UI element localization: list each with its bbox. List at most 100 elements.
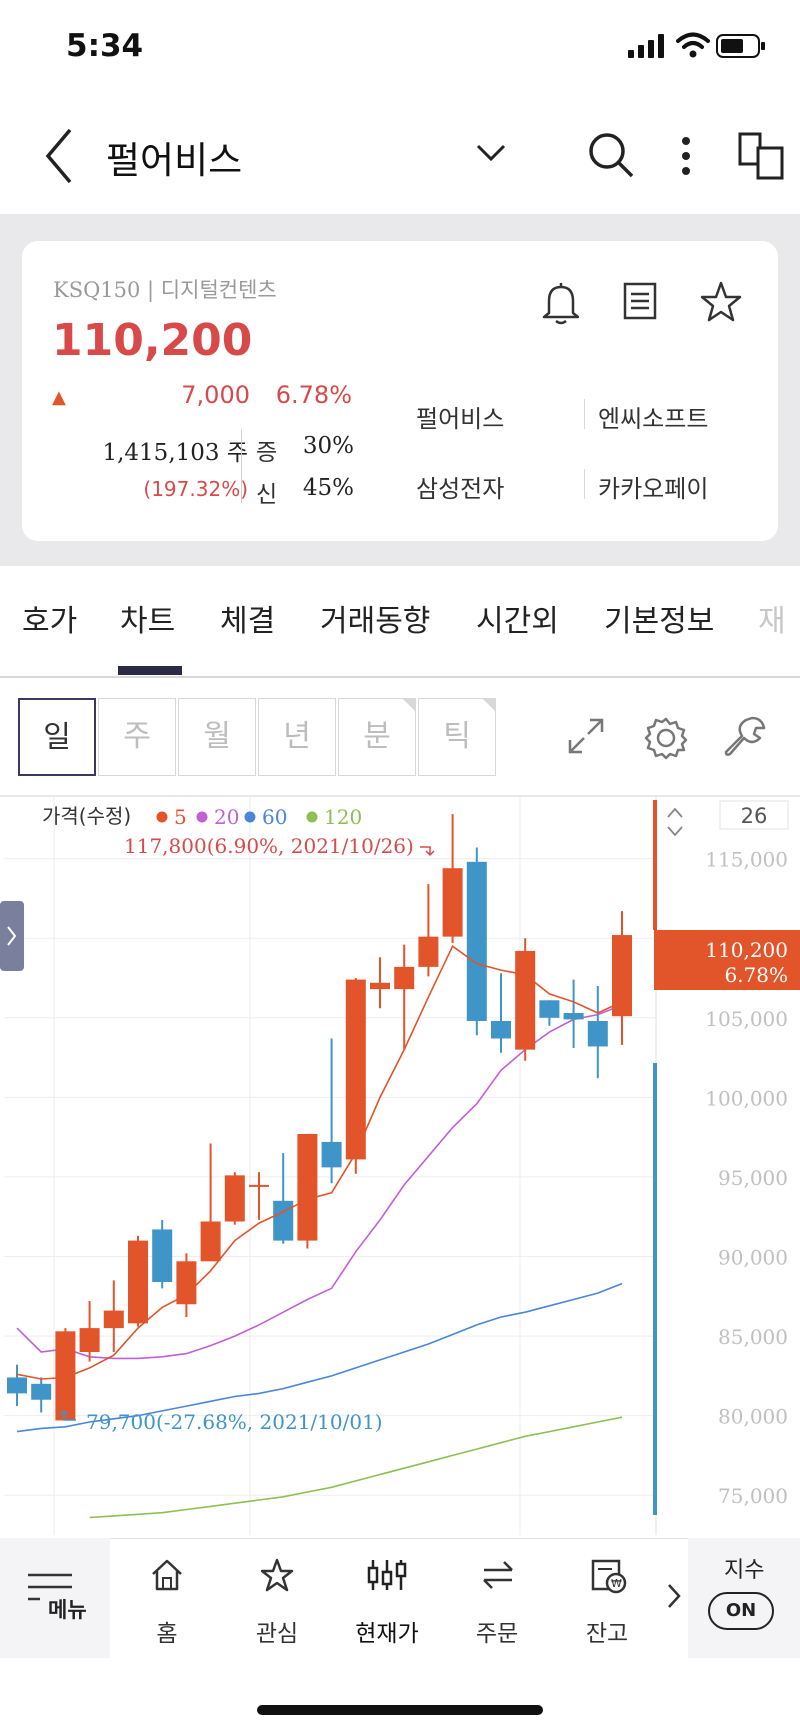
nav-order[interactable]: 주문 — [442, 1538, 552, 1658]
legend-ma-60: 60 — [262, 805, 287, 829]
candle-body — [491, 1020, 511, 1039]
legend-label: 가격(수정) — [42, 804, 131, 828]
current-price-label: 110,200 — [705, 938, 788, 962]
wifi-icon — [676, 32, 710, 58]
tab-basic-info[interactable]: 기본정보 — [604, 604, 715, 639]
divider — [241, 429, 242, 503]
home-icon — [152, 1559, 182, 1591]
candlestick-chart[interactable]: 115,000110,000105,000100,00095,00090,000… — [0, 795, 800, 1535]
bottom-navigation — [0, 1538, 800, 1659]
y-tick-label: 80,000 — [718, 1405, 788, 1429]
market-sector: KSQ150 | 디지털컨텐츠 — [53, 278, 277, 302]
candle-body — [612, 935, 632, 1017]
period-minute[interactable]: 분 — [338, 698, 416, 776]
nav-home-label: 홈 — [156, 1621, 178, 1647]
index-toggle[interactable]: ON — [708, 1592, 774, 1630]
star-icon — [260, 1558, 294, 1592]
chevron-down-icon[interactable] — [476, 144, 506, 162]
alarm-bell-icon[interactable] — [540, 281, 582, 325]
candle-body — [345, 979, 366, 1160]
candle-body — [103, 1310, 124, 1329]
tab-trading-trend[interactable]: 거래동향 — [320, 604, 431, 639]
tab-orderbook[interactable]: 호가 — [22, 604, 78, 639]
swap-arrows-icon — [483, 1561, 513, 1589]
back-icon[interactable] — [44, 128, 74, 184]
candle-body — [128, 1240, 148, 1324]
ma60-line — [16, 1282, 623, 1433]
nav-current-price[interactable]: 현재가 — [332, 1538, 442, 1658]
tab-executions[interactable]: 체결 — [220, 604, 276, 639]
chevron-right-icon[interactable] — [666, 1582, 682, 1610]
related-stock-2[interactable]: 엔씨소프트 — [598, 405, 709, 433]
period-tick[interactable]: 틱 — [418, 698, 496, 776]
related-stock-4[interactable]: 카카오페이 — [598, 475, 709, 503]
multi-window-icon[interactable] — [738, 132, 786, 180]
period-year[interactable]: 년 — [258, 698, 336, 776]
change-arrow-icon: ▲ — [52, 387, 66, 408]
more-icon[interactable] — [680, 136, 692, 176]
legend-dot — [156, 811, 168, 823]
tab-after-hours[interactable]: 시간외 — [476, 604, 559, 639]
candle-body — [55, 1331, 76, 1421]
divider — [584, 469, 585, 499]
divider — [584, 399, 585, 429]
y-tick-label: 90,000 — [718, 1246, 788, 1270]
margin-value: 30% — [302, 433, 354, 459]
candle-body — [249, 1184, 269, 1187]
tab-more[interactable]: 재 — [758, 604, 786, 639]
tab-chart[interactable]: 차트 — [120, 604, 176, 639]
chevron-right-icon — [7, 926, 17, 946]
nav-current-price-label: 현재가 — [355, 1621, 419, 1647]
visible-count-box — [719, 800, 789, 830]
settings-gear-icon[interactable] — [644, 716, 688, 760]
candle-body — [418, 936, 439, 967]
y-tick-label: 115,000 — [705, 848, 788, 872]
nav-balance[interactable]: ₩ 잔고 — [552, 1538, 662, 1658]
wrench-icon[interactable] — [722, 714, 768, 760]
side-panel-handle — [0, 901, 24, 971]
menu-label: 메뉴 — [48, 1598, 87, 1622]
current-percent-label: 6.78% — [724, 963, 788, 987]
high-annotation: 117,800(6.90%, 2021/10/26) — [124, 834, 414, 858]
expand-icon[interactable] — [566, 716, 606, 756]
battery-icon — [716, 34, 765, 58]
related-stock-3[interactable]: 삼성전자 — [416, 475, 505, 503]
balance-icon: ₩ — [591, 1559, 627, 1594]
index-label: 지수 — [724, 1558, 765, 1583]
page-title[interactable]: 펄어비스 — [106, 139, 243, 182]
favorite-star-icon[interactable] — [700, 281, 742, 323]
candle-body — [79, 1328, 100, 1352]
y-tick-label: 85,000 — [718, 1325, 788, 1349]
svg-text:₩: ₩ — [611, 1577, 622, 1590]
change-value: 7,000 — [181, 381, 250, 409]
tab-bar — [0, 566, 800, 678]
period-week[interactable]: 주 — [98, 698, 176, 776]
candle-body — [515, 950, 536, 1050]
nav-home[interactable]: 홈 — [112, 1538, 222, 1658]
legend-ma-20: 20 — [214, 805, 239, 829]
candle-chart-icon — [367, 1560, 407, 1590]
credit-label: 신 — [256, 482, 278, 508]
nav-watchlist[interactable]: 관심 — [222, 1538, 332, 1658]
active-tab-indicator — [118, 666, 182, 675]
period-month[interactable]: 월 — [178, 698, 256, 776]
candle-body — [370, 982, 390, 990]
app-header — [0, 96, 800, 214]
ma20-line — [16, 1004, 623, 1360]
nav-watchlist-label: 관심 — [255, 1621, 299, 1647]
legend-dot — [244, 811, 256, 823]
menu-button[interactable]: 메뉴 — [0, 1538, 110, 1658]
related-stock-1[interactable]: 펄어비스 — [416, 405, 505, 433]
hamburger-menu-icon — [28, 1573, 72, 1601]
nav-order-label: 주문 — [475, 1621, 519, 1647]
home-indicator — [257, 1705, 543, 1715]
candle-body — [7, 1377, 27, 1394]
memo-icon[interactable] — [622, 281, 658, 321]
legend-ma-5: 5 — [174, 805, 187, 829]
search-icon[interactable] — [588, 132, 634, 178]
period-day[interactable]: 일 — [18, 698, 96, 776]
high-marker — [420, 846, 435, 857]
y-tick-label: 95,000 — [718, 1166, 788, 1190]
candle-body — [587, 1020, 608, 1047]
index-toggle-panel: 지수 ON — [688, 1538, 800, 1658]
